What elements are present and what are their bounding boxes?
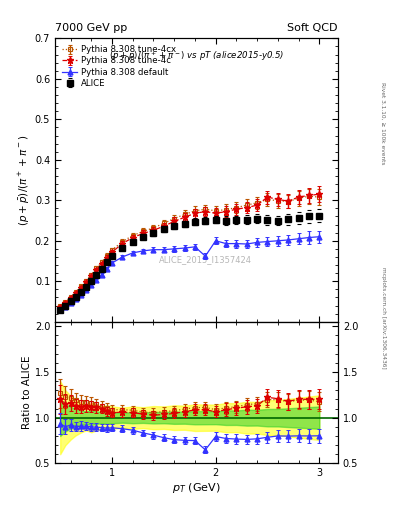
Legend: Pythia 8.308 tune-4cx, Pythia 8.308 tune-4c, Pythia 8.308 default, ALICE: Pythia 8.308 tune-4cx, Pythia 8.308 tune…: [59, 42, 178, 90]
Text: ALICE_2015_I1357424: ALICE_2015_I1357424: [158, 255, 252, 264]
Text: Rivet 3.1.10, ≥ 100k events: Rivet 3.1.10, ≥ 100k events: [381, 81, 386, 164]
Y-axis label: Ratio to ALICE: Ratio to ALICE: [22, 356, 32, 429]
Text: Soft QCD: Soft QCD: [288, 23, 338, 33]
Text: mcplots.cern.ch [arXiv:1306.3436]: mcplots.cern.ch [arXiv:1306.3436]: [381, 267, 386, 368]
Y-axis label: $(p + \bar{p})/(\pi^+ + \pi^-)$: $(p + \bar{p})/(\pi^+ + \pi^-)$: [17, 135, 32, 226]
Text: 7000 GeV pp: 7000 GeV pp: [55, 23, 127, 33]
Text: $(\bar{p}+p)/(\pi^++\pi^-)$ vs pT (alice2015-y0.5): $(\bar{p}+p)/(\pi^++\pi^-)$ vs pT (alice…: [109, 50, 284, 63]
X-axis label: $p_T$ (GeV): $p_T$ (GeV): [172, 481, 221, 495]
